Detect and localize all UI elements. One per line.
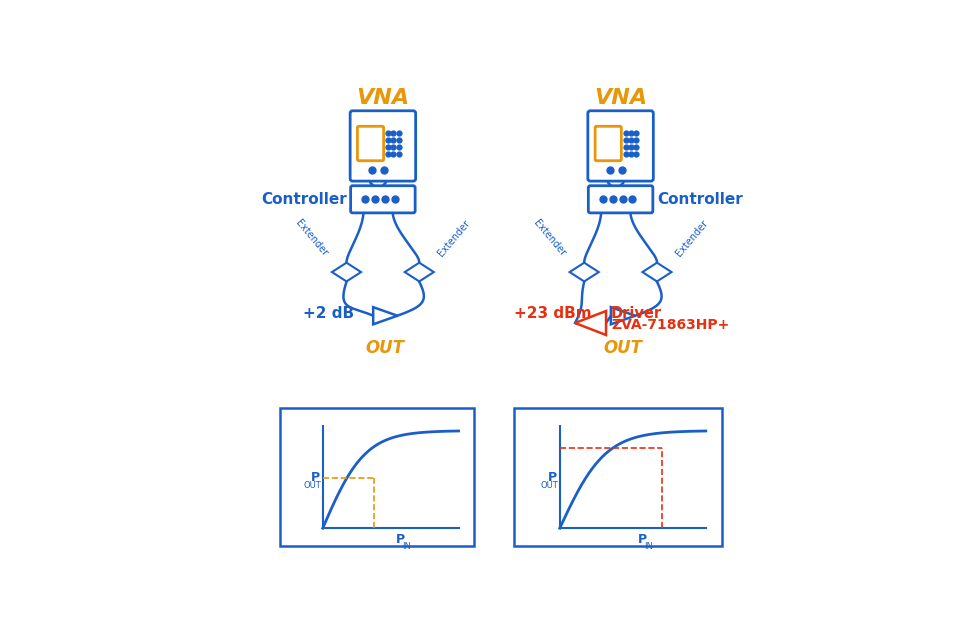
FancyBboxPatch shape: [587, 111, 652, 181]
Text: OUT: OUT: [540, 481, 557, 490]
Polygon shape: [332, 263, 361, 282]
Text: Extender: Extender: [531, 217, 566, 258]
FancyBboxPatch shape: [350, 111, 416, 181]
Text: Controller: Controller: [260, 192, 346, 207]
Text: P: P: [311, 471, 320, 483]
Text: Controller: Controller: [656, 192, 742, 207]
Text: OUT: OUT: [366, 339, 404, 357]
Bar: [280, 408, 473, 546]
Polygon shape: [574, 311, 605, 335]
Polygon shape: [404, 263, 433, 282]
FancyBboxPatch shape: [595, 126, 621, 161]
Bar: [513, 408, 722, 546]
Polygon shape: [642, 263, 671, 282]
Text: Driver: Driver: [610, 306, 661, 321]
Text: P: P: [638, 533, 646, 546]
Text: ZVA-71863HP+: ZVA-71863HP+: [610, 318, 729, 333]
Polygon shape: [373, 307, 397, 324]
Text: OUT: OUT: [303, 481, 321, 490]
FancyBboxPatch shape: [350, 186, 415, 213]
Text: Extender: Extender: [436, 217, 471, 258]
Text: IN: IN: [644, 542, 652, 551]
Text: P: P: [395, 533, 405, 546]
Text: +2 dB: +2 dB: [302, 306, 353, 321]
Polygon shape: [610, 307, 635, 324]
Text: OUT: OUT: [602, 339, 642, 357]
Text: P: P: [548, 471, 556, 483]
Text: VNA: VNA: [356, 88, 409, 108]
FancyBboxPatch shape: [588, 186, 652, 213]
Text: VNA: VNA: [594, 88, 646, 108]
Text: Extender: Extender: [673, 217, 709, 258]
Polygon shape: [569, 263, 599, 282]
Text: Extender: Extender: [293, 217, 330, 258]
FancyBboxPatch shape: [357, 126, 383, 161]
Text: +23 dBm: +23 dBm: [513, 306, 591, 321]
Text: IN: IN: [401, 542, 410, 551]
